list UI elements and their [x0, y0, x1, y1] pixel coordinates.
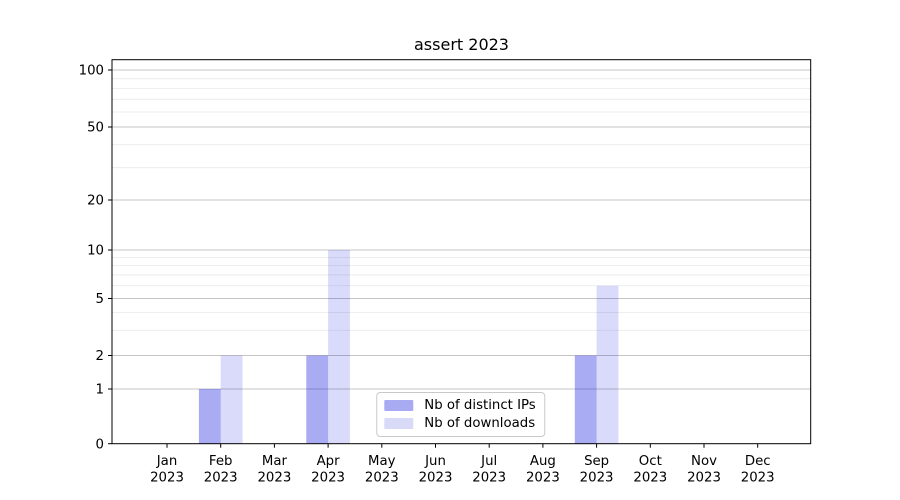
x-tick-label-year: 2023: [580, 471, 614, 486]
legend-item-distinct-ips: Nb of distinct IPs: [384, 397, 536, 413]
legend-swatch-distinct-ips-icon: [384, 399, 414, 411]
x-tick-label-year: 2023: [204, 471, 238, 486]
x-tick-label-month: Jun: [424, 454, 446, 469]
bar-distinct-ips: [306, 355, 329, 444]
x-tick-label-year: 2023: [472, 471, 506, 486]
x-tick-label-year: 2023: [633, 471, 667, 486]
legend-label-downloads: Nb of downloads: [424, 416, 536, 431]
legend-swatch-downloads-icon: [384, 418, 414, 430]
x-tick-label-month: Feb: [209, 454, 233, 469]
chart-title: assert 2023: [414, 35, 509, 54]
bar-downloads: [220, 355, 243, 444]
y-tick-label: 0: [96, 437, 104, 452]
y-tick-label: 5: [96, 292, 104, 307]
x-tick-label-month: May: [368, 454, 396, 469]
y-tick-label: 50: [87, 121, 104, 136]
x-tick-label-month: Sep: [584, 454, 609, 469]
x-tick-label-month: Jul: [480, 454, 497, 469]
legend-label-distinct-ips: Nb of distinct IPs: [424, 397, 536, 413]
x-tick-label-year: 2023: [741, 471, 775, 486]
x-tick-label-month: Nov: [691, 454, 717, 469]
x-tick-label-month: Mar: [262, 454, 288, 469]
plot-border: [111, 59, 812, 445]
x-tick-label-year: 2023: [311, 471, 345, 486]
x-tick-label-year: 2023: [365, 471, 399, 486]
y-tick-label: 100: [79, 64, 104, 79]
x-tick-label-month: Aug: [530, 454, 556, 469]
y-tick-label: 10: [87, 244, 104, 259]
x-tick-label-month: Jan: [156, 454, 178, 469]
bar-distinct-ips: [198, 389, 221, 444]
y-tick-label: 2: [96, 349, 104, 364]
x-tick-label-year: 2023: [419, 471, 453, 486]
bar-downloads: [596, 285, 619, 444]
x-tick-label-month: Apr: [317, 454, 341, 469]
x-tick-label-year: 2023: [687, 471, 721, 486]
bar-distinct-ips: [574, 355, 597, 444]
y-tick-label: 1: [96, 383, 104, 398]
x-tick-label-year: 2023: [257, 471, 291, 486]
legend: Nb of distinct IPs Nb of downloads: [376, 392, 546, 437]
x-tick-label-year: 2023: [150, 471, 184, 486]
bar-downloads: [328, 250, 350, 444]
x-tick-label-month: Dec: [745, 454, 771, 469]
x-tick-label-month: Oct: [639, 454, 662, 469]
y-tick-label: 20: [87, 194, 104, 209]
x-tick-label-year: 2023: [526, 471, 560, 486]
legend-item-downloads: Nb of downloads: [384, 417, 535, 430]
